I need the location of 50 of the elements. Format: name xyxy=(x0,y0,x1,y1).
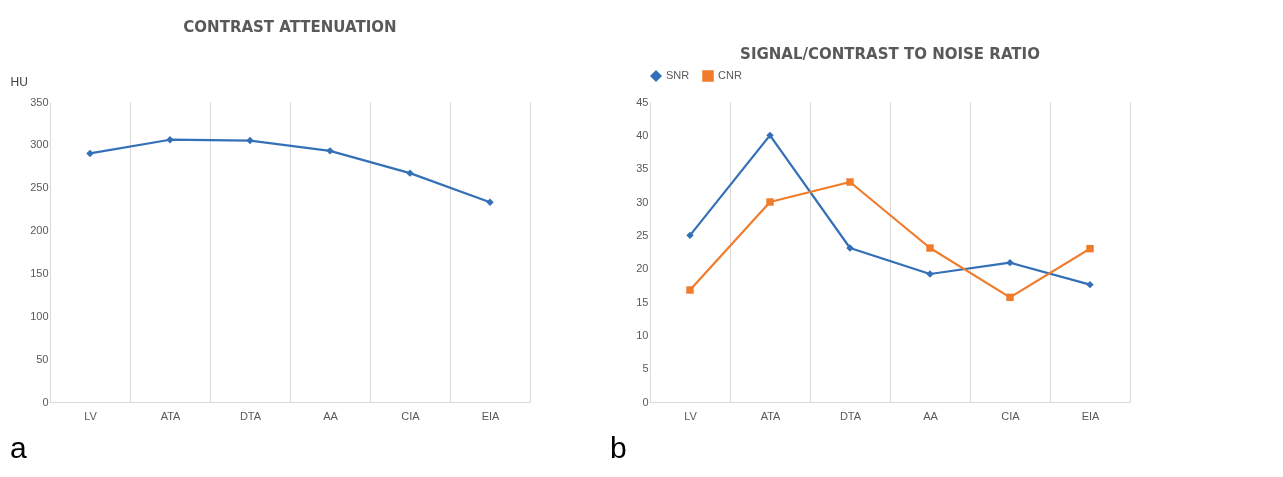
text: b xyxy=(610,431,627,464)
point xyxy=(766,198,774,206)
y-tick-label: 150 xyxy=(30,266,49,279)
point xyxy=(246,136,254,145)
y-tick-label: 35 xyxy=(636,162,649,175)
x-tick-label: AA xyxy=(923,409,939,422)
point xyxy=(86,149,94,158)
text: a xyxy=(10,431,27,464)
y-tick-label: 200 xyxy=(30,224,49,237)
y-tick-label: 350 xyxy=(30,95,49,108)
y-tick-label: 10 xyxy=(636,328,649,341)
y-tick-label: 20 xyxy=(636,262,649,275)
legend-label: SNR xyxy=(666,69,690,81)
x-tick-label: ATA xyxy=(760,409,782,422)
chart-title: CONTRAST ATTENUATION xyxy=(183,18,397,36)
point xyxy=(1006,293,1014,302)
x-tick-label: DTA xyxy=(239,409,262,422)
point xyxy=(686,231,694,240)
y-tick-label: 250 xyxy=(30,181,49,194)
point xyxy=(686,286,694,294)
y-tick-label: 45 xyxy=(636,95,649,108)
y-tick-label: 30 xyxy=(636,195,649,208)
y-tick-label: 5 xyxy=(642,362,649,375)
y-tick-label: 50 xyxy=(36,352,49,365)
y-tick-label: 15 xyxy=(636,295,649,308)
point xyxy=(846,178,854,186)
point xyxy=(926,244,934,252)
chart-title: SIGNAL/CONTRAST TO NOISE RATIO xyxy=(740,45,1040,63)
y-axis-title: HU xyxy=(10,74,28,89)
point xyxy=(166,136,174,144)
point xyxy=(766,131,774,140)
x-tick-label: LV xyxy=(84,409,98,422)
y-tick-label: 25 xyxy=(636,228,649,241)
y-tick-label: 40 xyxy=(636,128,649,141)
y-tick-label: 300 xyxy=(30,138,49,151)
y-tick-label: 0 xyxy=(642,395,649,408)
x-tick-label: CIA xyxy=(1001,409,1021,422)
x-tick-label: DTA xyxy=(839,409,862,422)
point xyxy=(1006,258,1014,267)
x-tick-label: CIA xyxy=(401,409,421,422)
point xyxy=(1086,280,1094,289)
y-tick-label: 100 xyxy=(30,309,49,322)
x-tick-label: AA xyxy=(323,409,339,422)
x-tick-label: EIA xyxy=(1081,409,1101,422)
legend-label: CNR xyxy=(718,69,742,81)
x-tick-label: LV xyxy=(684,409,698,422)
x-tick-label: ATA xyxy=(160,409,182,422)
y-tick-label: 0 xyxy=(42,395,49,408)
point xyxy=(1086,244,1094,253)
x-tick-label: EIA xyxy=(481,409,501,422)
